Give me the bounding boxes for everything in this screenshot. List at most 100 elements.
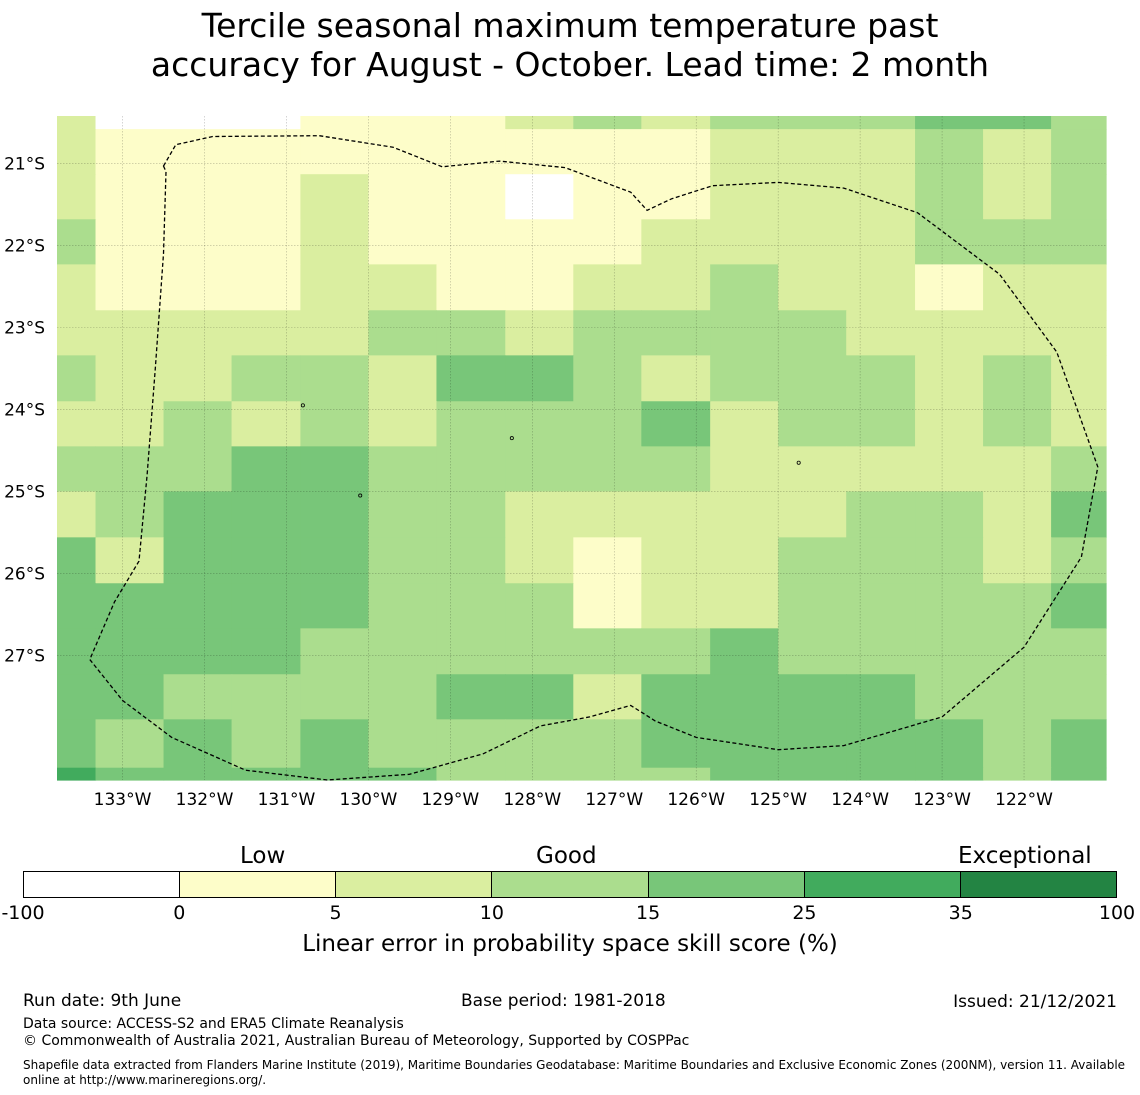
heatmap-cell (95, 264, 165, 311)
heatmap-cell (57, 310, 97, 356)
heatmap-cell (505, 767, 574, 781)
heatmap-cell (95, 116, 165, 130)
heatmap-cell (573, 310, 642, 356)
heatmap-cell (300, 674, 370, 720)
colorbar-segment (960, 872, 1116, 897)
shapefile-credit-line-2: online at http://www.marineregions.org/. (23, 1073, 267, 1087)
heatmap-cell (573, 491, 642, 538)
heatmap-cell (505, 310, 574, 356)
heatmap-cell (368, 219, 438, 265)
heatmap-cell (1051, 116, 1107, 130)
island-marker (796, 460, 801, 465)
heatmap-cell (231, 446, 302, 493)
heatmap-cell (300, 264, 370, 311)
heatmap-cell (710, 628, 779, 675)
heatmap-cell (95, 129, 165, 175)
heatmap-cell (710, 355, 779, 402)
heatmap-cell (983, 719, 1052, 769)
heatmap-cell (163, 219, 233, 265)
heatmap-cell (573, 767, 642, 781)
heatmap-cell (710, 401, 779, 447)
heatmap-cell (778, 537, 847, 584)
heatmap-cell (915, 219, 984, 265)
heatmap-cell (983, 219, 1052, 265)
heatmap-cell (778, 767, 847, 781)
heatmap-cell (436, 401, 506, 447)
heatmap-cell (57, 674, 97, 720)
heatmap-cell (983, 401, 1052, 447)
heatmap-cell (436, 264, 506, 311)
heatmap-cell (983, 264, 1052, 311)
data-source: Data source: ACCESS-S2 and ERA5 Climate … (23, 1016, 404, 1032)
heatmap-cell (95, 674, 165, 720)
colorbar-tick-label: -100 (1, 902, 45, 924)
y-tick-label: 22°S (4, 237, 45, 257)
heatmap-cell (95, 583, 165, 629)
heatmap-cell (573, 174, 642, 220)
heatmap-cell (505, 219, 574, 265)
x-tick-label: 128°W (503, 790, 561, 810)
heatmap-cell (573, 116, 642, 130)
heatmap-cell (573, 219, 642, 265)
heatmap-cell (641, 310, 711, 356)
heatmap-cell (95, 401, 165, 447)
island-marker (300, 403, 305, 408)
heatmap-cell (710, 719, 779, 769)
heatmap-cell (641, 583, 711, 629)
heatmap-cell (778, 310, 847, 356)
colorbar-category-good: Good (536, 843, 597, 869)
heatmap-cell (163, 491, 233, 538)
y-tick-label: 21°S (4, 155, 45, 175)
heatmap-cell (915, 491, 984, 538)
heatmap-cell (368, 719, 438, 769)
issued-date: Issued: 21/12/2021 (953, 992, 1117, 1012)
heatmap-cell (300, 719, 370, 769)
heatmap-cell (1051, 628, 1107, 675)
heatmap-cell (710, 129, 779, 175)
colorbar-tick-label: 25 (792, 902, 817, 924)
x-tick-label: 123°W (913, 790, 971, 810)
heatmap-cell (915, 628, 984, 675)
island-marker (358, 493, 363, 498)
heatmap-cell (573, 401, 642, 447)
colorbar-category-exceptional: Exceptional (958, 843, 1092, 869)
colorbar-segment (24, 872, 181, 897)
heatmap-cell (163, 583, 233, 629)
heatmap-cell (95, 628, 165, 675)
heatmap-cell (436, 116, 506, 130)
heatmap-cell (573, 355, 642, 402)
heatmap-cell (436, 219, 506, 265)
heatmap-cell (57, 446, 97, 493)
heatmap-cell (368, 401, 438, 447)
heatmap-cell (163, 264, 233, 311)
heatmap-cell (710, 537, 779, 584)
heatmap-cell (57, 491, 97, 538)
heatmap-cell (505, 491, 574, 538)
heatmap-cell (300, 537, 370, 584)
heatmap-cell (846, 355, 916, 402)
y-tick-label: 27°S (4, 646, 45, 666)
x-tick-label: 122°W (995, 790, 1053, 810)
heatmap-cell (1051, 401, 1107, 447)
heatmap-cell (1051, 219, 1107, 265)
skill-score-map: 133°W 132°W 131°W 130°W 129°W 128°W 127°W 126°W… (4, 116, 1107, 810)
heatmap-cell (57, 116, 97, 130)
heatmap-cell (710, 767, 779, 781)
heatmap-cell (163, 116, 233, 130)
map-title: Tercile seasonal maximum temperature pas… (0, 6, 1140, 84)
x-tick-label: 129°W (421, 790, 479, 810)
heatmap-cell (573, 628, 642, 675)
colorbar-category-low: Low (240, 843, 286, 869)
heatmap-cell (641, 446, 711, 493)
heatmap-cell (915, 583, 984, 629)
heatmap-cell (436, 355, 506, 402)
heatmap-cell (778, 719, 847, 769)
heatmap-cell (57, 129, 97, 175)
heatmap-cell (163, 310, 233, 356)
colorbar-tick-label: 5 (329, 902, 342, 924)
heatmap-cell (983, 116, 1052, 130)
heatmap-cell (368, 174, 438, 220)
heatmap-cell (915, 355, 984, 402)
heatmap-cell (163, 174, 233, 220)
heatmap-cell (1051, 310, 1107, 356)
